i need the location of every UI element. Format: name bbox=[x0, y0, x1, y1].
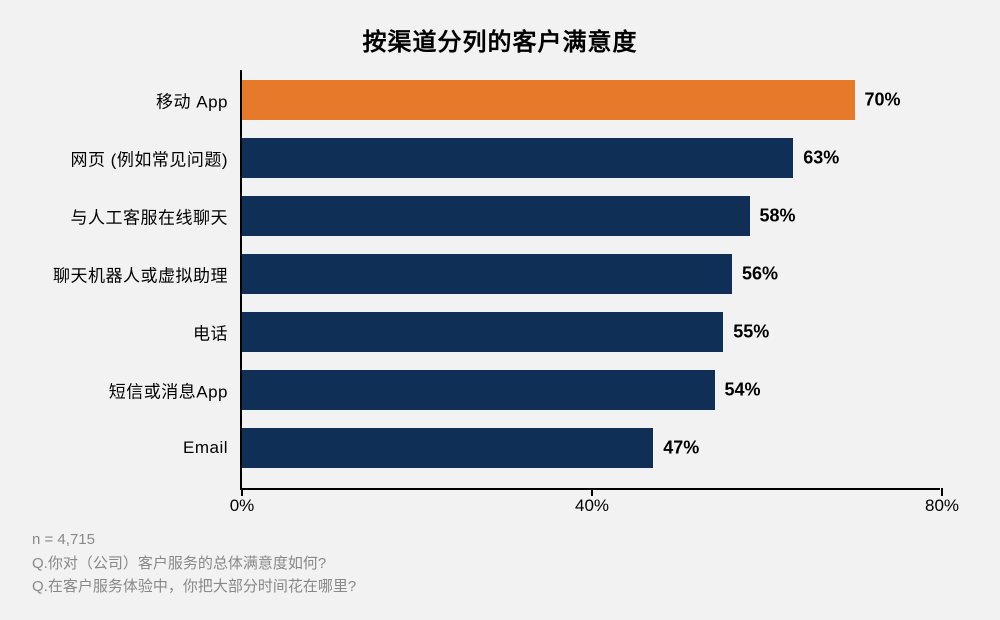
bar bbox=[242, 312, 723, 352]
bar-row: 短信或消息App54% bbox=[242, 370, 940, 410]
bar-row: 网页 (例如常见问题)63% bbox=[242, 138, 940, 178]
bar-value-label: 63% bbox=[793, 148, 839, 169]
bar-row: 与人工客服在线聊天58% bbox=[242, 196, 940, 236]
footnote-line: Q.在客户服务体验中，你把大部分时间花在哪里? bbox=[32, 575, 356, 598]
bar-category-label: 电话 bbox=[193, 320, 242, 345]
bar-row: 电话55% bbox=[242, 312, 940, 352]
bar-value-label: 56% bbox=[732, 264, 778, 285]
bar-category-label: Email bbox=[183, 438, 242, 458]
bar bbox=[242, 80, 855, 120]
bar-value-label: 54% bbox=[715, 380, 761, 401]
bar-category-label: 移动 App bbox=[156, 88, 242, 113]
bar bbox=[242, 196, 750, 236]
bar-value-label: 58% bbox=[750, 206, 796, 227]
bar bbox=[242, 138, 793, 178]
chart-title: 按渠道分列的客户满意度 bbox=[0, 0, 1000, 57]
bar-value-label: 70% bbox=[855, 90, 901, 111]
footnote-line: n = 4,715 bbox=[32, 528, 356, 551]
bar-row: 移动 App70% bbox=[242, 80, 940, 120]
chart-plot-area: 移动 App70% 网页 (例如常见问题)63% 与人工客服在线聊天58% 聊天机器人… bbox=[240, 70, 940, 490]
bar-row: 聊天机器人或虚拟助理56% bbox=[242, 254, 940, 294]
x-tick-label: 40% bbox=[575, 488, 609, 516]
bar bbox=[242, 370, 715, 410]
bar-category-label: 与人工客服在线聊天 bbox=[71, 204, 243, 229]
bar bbox=[242, 428, 653, 468]
chart-footnotes: n = 4,715Q.你对（公司）客户服务的总体满意度如何?Q.在客户服务体验中… bbox=[32, 528, 356, 598]
footnote-line: Q.你对（公司）客户服务的总体满意度如何? bbox=[32, 552, 356, 575]
x-tick-label: 80% bbox=[925, 488, 959, 516]
bar-category-label: 聊天机器人或虚拟助理 bbox=[53, 262, 242, 287]
bar-row: Email47% bbox=[242, 428, 940, 468]
bar-value-label: 55% bbox=[723, 322, 769, 343]
bar-category-label: 短信或消息App bbox=[109, 378, 242, 403]
x-tick-label: 0% bbox=[230, 488, 255, 516]
bar-value-label: 47% bbox=[653, 438, 699, 459]
bar bbox=[242, 254, 732, 294]
bar-category-label: 网页 (例如常见问题) bbox=[70, 146, 242, 171]
